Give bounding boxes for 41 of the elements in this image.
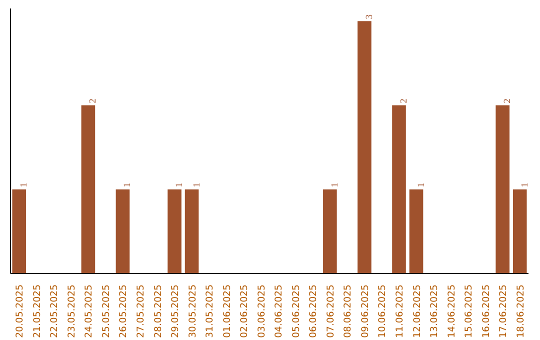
x-tick-label: 07.06.2025 bbox=[325, 284, 336, 338]
x-tick-label: 22.05.2025 bbox=[49, 284, 60, 338]
x-tick-label: 29.05.2025 bbox=[170, 284, 182, 338]
x-tick-label: 17.06.2025 bbox=[498, 284, 510, 338]
x-tick-label: 03.06.2025 bbox=[256, 284, 268, 338]
x-tick-label: 25.05.2025 bbox=[100, 284, 112, 338]
data-label: 1 bbox=[175, 182, 186, 188]
x-tick-label: 18.06.2025 bbox=[515, 284, 526, 338]
x-tick-label: 16.06.2025 bbox=[480, 284, 492, 338]
x-tick-label: 10.06.2025 bbox=[377, 284, 388, 338]
x-tick-label: 23.05.2025 bbox=[66, 284, 78, 338]
x-tick-label: 28.05.2025 bbox=[152, 284, 164, 338]
x-tick-label: 30.05.2025 bbox=[187, 284, 198, 338]
data-label: 1 bbox=[123, 182, 134, 188]
data-label: 2 bbox=[88, 98, 99, 104]
data-label: 1 bbox=[416, 182, 427, 188]
x-tick-label: 12.06.2025 bbox=[412, 284, 423, 338]
x-tick-label: 24.05.2025 bbox=[84, 284, 95, 338]
x-tick-label: 31.05.2025 bbox=[204, 284, 216, 338]
data-label: 2 bbox=[400, 98, 410, 104]
x-tick-label: 05.06.2025 bbox=[290, 284, 302, 338]
data-label: 3 bbox=[364, 14, 375, 20]
x-tick-label: 14.06.2025 bbox=[446, 284, 458, 338]
x-tick-label: 06.06.2025 bbox=[308, 284, 320, 338]
x-tick-label: 27.05.2025 bbox=[136, 284, 146, 338]
x-tick-label: 20.05.2025 bbox=[14, 284, 26, 338]
x-tick-label: 21.05.2025 bbox=[32, 284, 43, 338]
data-label: 1 bbox=[520, 182, 530, 188]
x-tick-label: 15.06.2025 bbox=[464, 284, 475, 338]
data-label: 1 bbox=[20, 182, 30, 188]
x-tick-label: 01.06.2025 bbox=[222, 284, 233, 338]
x-tick-label: 11.06.2025 bbox=[394, 284, 406, 338]
x-tick-label: 26.05.2025 bbox=[118, 284, 130, 338]
x-tick-label: 04.06.2025 bbox=[274, 284, 285, 338]
data-label: 1 bbox=[192, 182, 202, 188]
x-tick-label: 08.06.2025 bbox=[342, 284, 354, 338]
x-tick-label: 09.06.2025 bbox=[360, 284, 371, 338]
data-label: 1 bbox=[330, 182, 340, 188]
x-tick-label: 02.06.2025 bbox=[239, 284, 250, 338]
data-label: 2 bbox=[503, 98, 514, 104]
x-tick-label: 13.06.2025 bbox=[429, 284, 440, 338]
